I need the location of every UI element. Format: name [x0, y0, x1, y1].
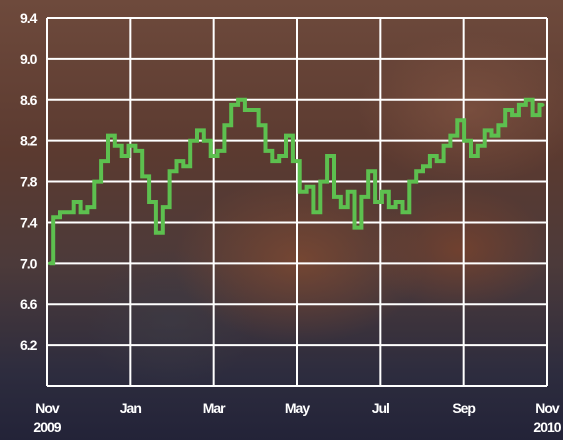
- data-point: [82, 210, 86, 214]
- x-tick-label: Sep: [452, 400, 475, 416]
- data-point: [431, 154, 435, 158]
- data-point: [390, 205, 394, 209]
- data-point: [55, 215, 59, 219]
- x-tick-label: Nov: [535, 400, 560, 416]
- data-point: [445, 144, 449, 148]
- data-point: [520, 103, 524, 107]
- data-point: [459, 118, 463, 122]
- data-point: [322, 180, 326, 184]
- data-point: [397, 200, 401, 204]
- data-point: [507, 108, 511, 112]
- data-point: [424, 164, 429, 168]
- data-point: [411, 180, 415, 184]
- x-tick-year-label: 2010: [533, 419, 561, 435]
- y-tick-label: 8.2: [20, 133, 38, 149]
- data-point: [116, 144, 120, 148]
- data-point: [363, 195, 367, 199]
- data-point: [226, 123, 230, 127]
- data-point: [75, 200, 79, 204]
- data-point: [96, 180, 100, 184]
- data-point: [383, 190, 387, 194]
- data-point: [329, 154, 333, 158]
- data-point: [260, 123, 264, 127]
- data-point: [61, 210, 65, 214]
- data-point: [370, 169, 374, 173]
- data-point: [205, 139, 209, 143]
- data-point: [198, 128, 202, 132]
- data-point: [239, 98, 244, 102]
- data-point: [342, 205, 346, 209]
- data-point: [486, 128, 490, 132]
- data-point: [349, 190, 353, 194]
- data-point: [150, 200, 155, 204]
- y-axis-ticks: 9.4 9.0 8.6 8.2 7.8 7.4 7.0 6.6 6.2: [20, 10, 39, 353]
- data-point: [267, 149, 271, 153]
- data-point: [301, 190, 305, 194]
- data-point: [246, 108, 250, 112]
- data-point: [144, 174, 148, 178]
- data-point: [541, 103, 545, 107]
- x-axis-ticks: Nov 2009 Jan Mar May Jul Sep Nov 2010: [33, 400, 562, 435]
- y-tick-label: 7.0: [20, 255, 38, 271]
- data-point: [534, 113, 538, 117]
- data-point: [418, 169, 422, 173]
- data-point: [438, 159, 442, 163]
- data-point: [500, 123, 504, 127]
- y-tick-label: 7.4: [20, 214, 38, 230]
- data-point: [356, 226, 360, 230]
- data-point: [479, 144, 483, 148]
- data-point: [89, 205, 93, 209]
- x-tick-label: Jan: [120, 400, 142, 416]
- data-point: [465, 139, 470, 143]
- data-point: [233, 103, 237, 107]
- data-point: [404, 210, 408, 214]
- x-tick-year-label: 2009: [33, 419, 61, 435]
- data-point: [157, 231, 161, 235]
- data-point: [137, 149, 141, 153]
- data-point: [171, 169, 175, 173]
- x-tick-label: Nov: [35, 400, 60, 416]
- data-point: [185, 164, 189, 168]
- data-point: [109, 134, 113, 138]
- data-point: [274, 159, 278, 163]
- data-point: [513, 113, 518, 117]
- data-point: [48, 261, 52, 265]
- data-point: [192, 139, 196, 143]
- data-point: [308, 185, 312, 189]
- data-point: [219, 149, 223, 153]
- data-point: [376, 200, 381, 204]
- x-tick-label: May: [285, 400, 310, 416]
- data-point: [527, 98, 531, 102]
- data-point: [493, 134, 497, 138]
- y-tick-label: 6.2: [20, 337, 38, 353]
- data-point: [178, 159, 182, 163]
- data-point: [212, 154, 216, 158]
- data-point: [287, 134, 292, 138]
- data-point: [335, 195, 339, 199]
- data-point: [164, 205, 168, 209]
- data-point: [315, 210, 319, 214]
- y-tick-label: 6.6: [20, 296, 38, 312]
- grid: [46, 17, 548, 387]
- data-point: [123, 154, 127, 158]
- series-layer: [48, 97, 545, 266]
- data-point: [130, 144, 134, 148]
- y-tick-label: 9.4: [20, 10, 38, 26]
- data-point: [68, 210, 72, 214]
- data-point: [102, 159, 107, 163]
- data-point: [472, 154, 476, 158]
- y-tick-label: 7.8: [20, 174, 38, 190]
- x-tick-label: Mar: [203, 400, 226, 416]
- y-tick-label: 9.0: [20, 51, 38, 67]
- data-point: [281, 154, 285, 158]
- data-point: [253, 108, 257, 112]
- y-tick-label: 8.6: [20, 92, 38, 108]
- data-point: [452, 134, 456, 138]
- x-tick-label: Jul: [372, 400, 389, 416]
- data-point: [294, 159, 298, 163]
